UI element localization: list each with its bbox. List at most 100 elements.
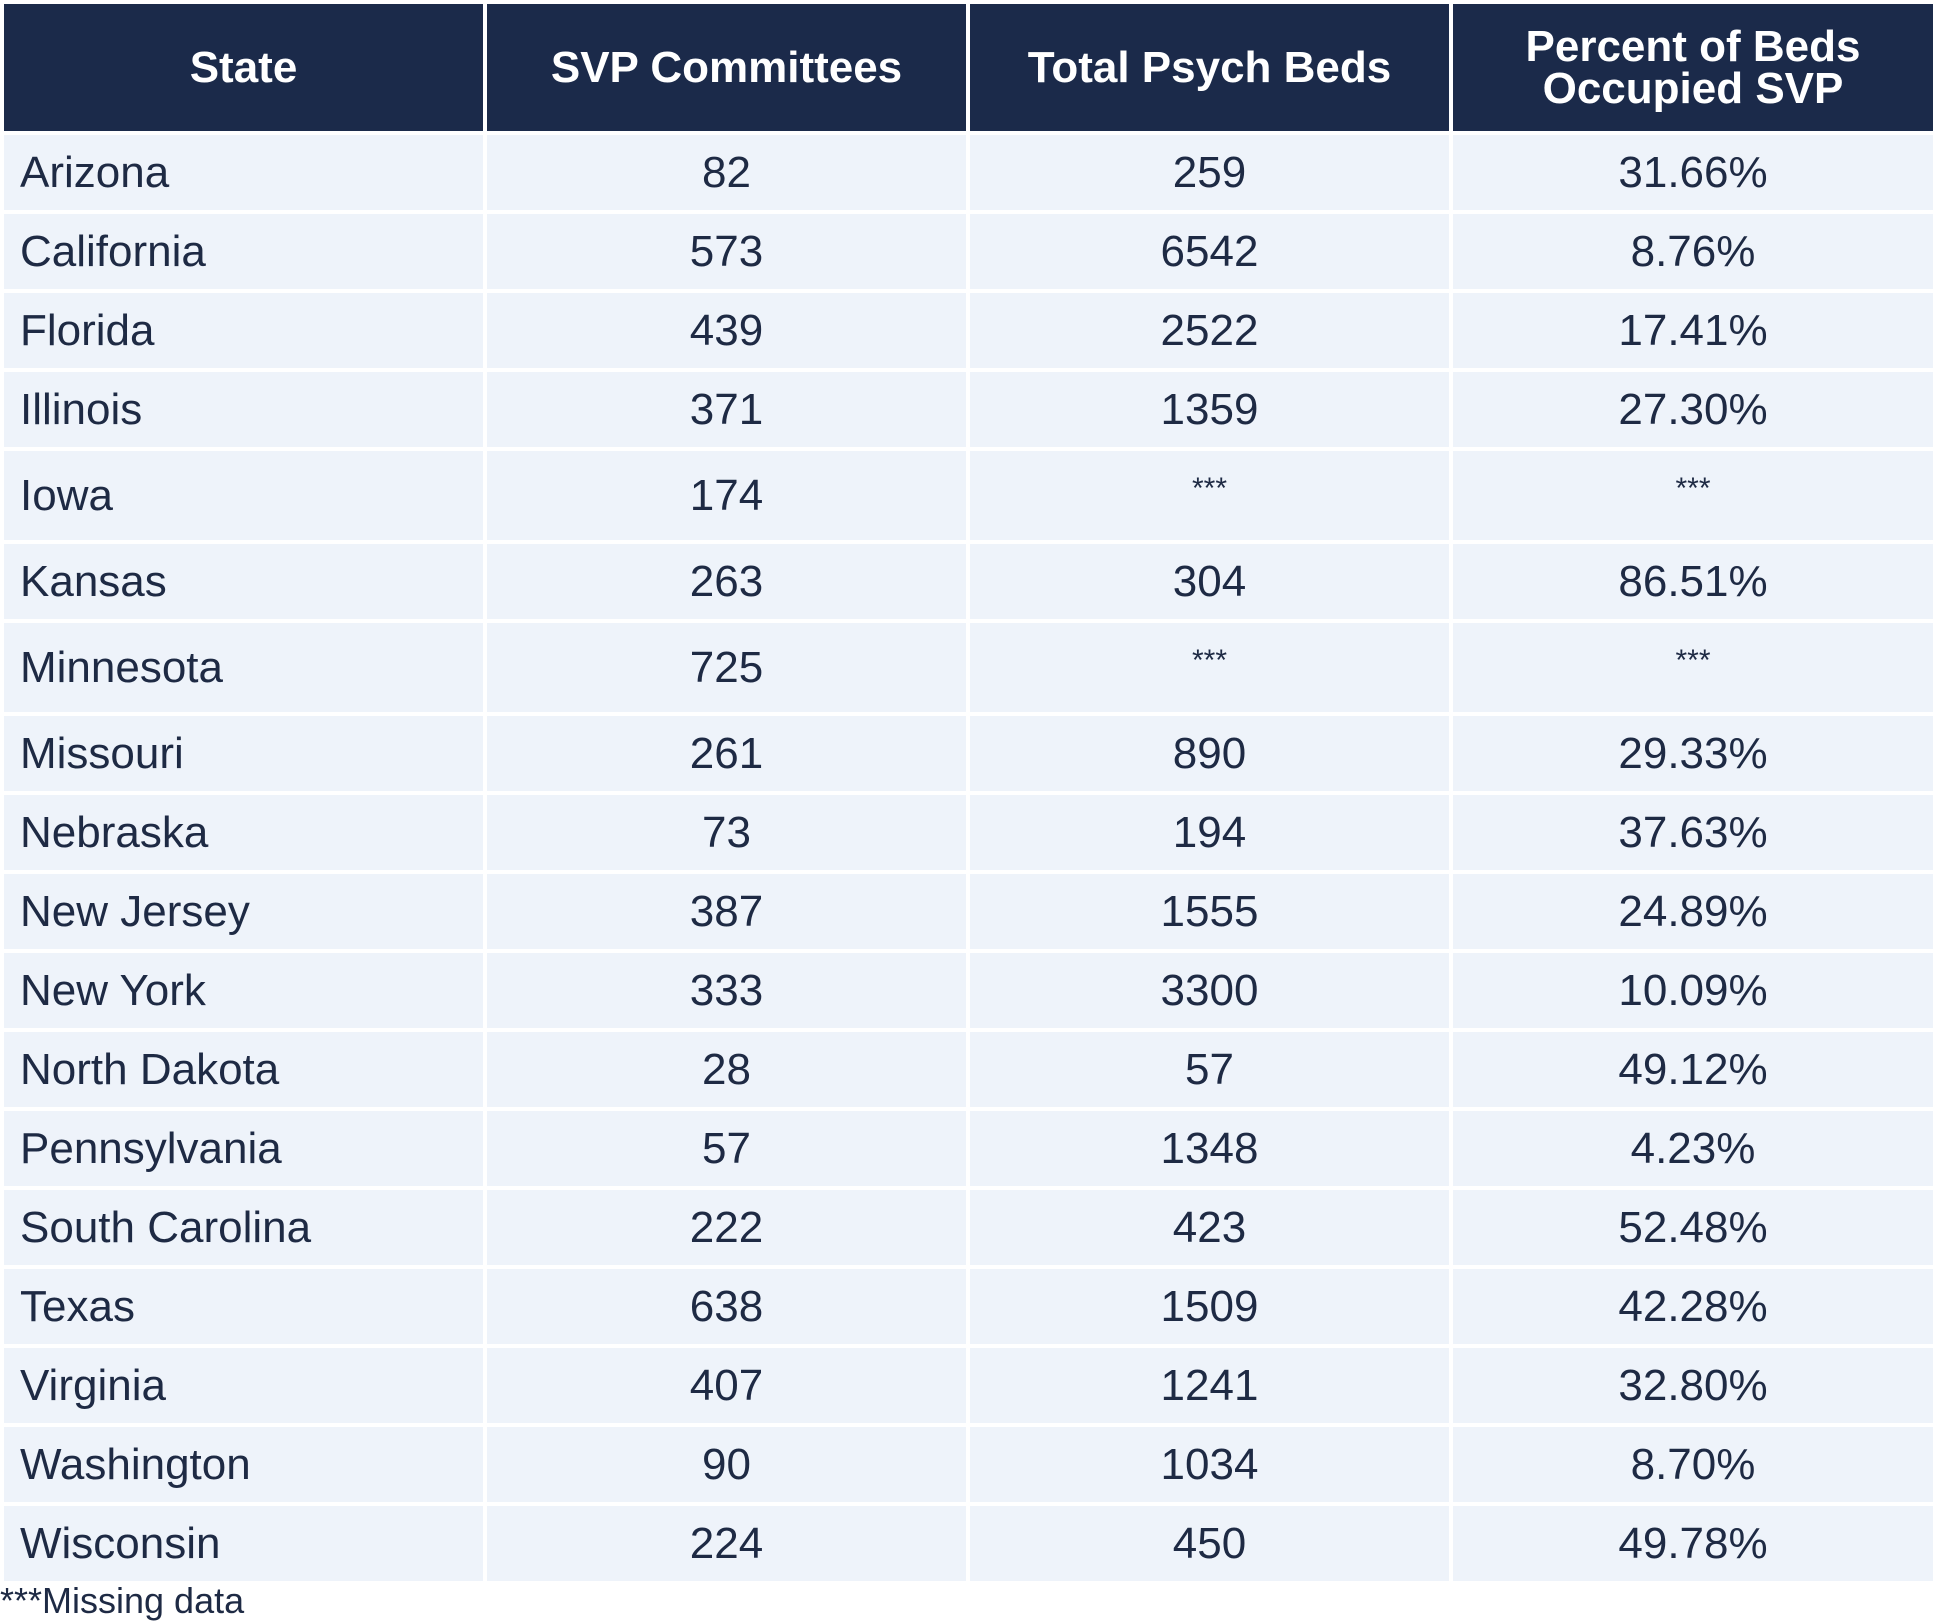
table-row: Kansas 263 304 86.51% — [4, 544, 1933, 619]
cell-state: New Jersey — [4, 874, 483, 949]
cell-svp-committees: 638 — [487, 1269, 966, 1344]
cell-percent-occupied: 37.63% — [1453, 795, 1933, 870]
cell-percent-occupied: 27.30% — [1453, 372, 1933, 447]
cell-svp-committees: 261 — [487, 716, 966, 791]
header-total-psych-beds: Total Psych Beds — [970, 4, 1449, 131]
header-state: State — [4, 4, 483, 131]
table-row: Washington 90 1034 8.70% — [4, 1427, 1933, 1502]
cell-total-psych-beds: 57 — [970, 1032, 1449, 1107]
cell-total-psych-beds: 194 — [970, 795, 1449, 870]
cell-percent-occupied: 49.12% — [1453, 1032, 1933, 1107]
cell-state: Virginia — [4, 1348, 483, 1423]
table-row: California 573 6542 8.76% — [4, 214, 1933, 289]
table-row: Arizona 82 259 31.66% — [4, 135, 1933, 210]
cell-state: Florida — [4, 293, 483, 368]
cell-percent-occupied: 31.66% — [1453, 135, 1933, 210]
cell-percent-occupied: 29.33% — [1453, 716, 1933, 791]
table-row: Texas 638 1509 42.28% — [4, 1269, 1933, 1344]
table-row: Pennsylvania 57 1348 4.23% — [4, 1111, 1933, 1186]
cell-state: North Dakota — [4, 1032, 483, 1107]
table-row: Iowa 174 *** *** — [4, 451, 1933, 540]
table-row: Illinois 371 1359 27.30% — [4, 372, 1933, 447]
cell-total-psych-beds: 1034 — [970, 1427, 1449, 1502]
header-percent-beds-occupied-svp: Percent of Beds Occupied SVP — [1453, 4, 1933, 131]
cell-state: Texas — [4, 1269, 483, 1344]
cell-state: Illinois — [4, 372, 483, 447]
cell-svp-committees: 82 — [487, 135, 966, 210]
table-row: New York 333 3300 10.09% — [4, 953, 1933, 1028]
header-percent-line2: Occupied SVP — [1542, 63, 1844, 113]
cell-total-psych-beds: 3300 — [970, 953, 1449, 1028]
cell-state: Pennsylvania — [4, 1111, 483, 1186]
cell-total-psych-beds: 1241 — [970, 1348, 1449, 1423]
cell-state: Missouri — [4, 716, 483, 791]
cell-total-psych-beds: 423 — [970, 1190, 1449, 1265]
cell-state: South Carolina — [4, 1190, 483, 1265]
cell-state: California — [4, 214, 483, 289]
table-row: Wisconsin 224 450 49.78% — [4, 1506, 1933, 1581]
table-row: North Dakota 28 57 49.12% — [4, 1032, 1933, 1107]
cell-total-psych-beds: 6542 — [970, 214, 1449, 289]
table-header: State SVP Committees Total Psych Beds Pe… — [4, 4, 1933, 131]
cell-total-psych-beds: 1509 — [970, 1269, 1449, 1344]
cell-total-psych-beds: 2522 — [970, 293, 1449, 368]
header-percent-line1: Percent of Beds — [1525, 21, 1861, 71]
cell-svp-committees: 57 — [487, 1111, 966, 1186]
cell-total-psych-beds: 890 — [970, 716, 1449, 791]
cell-state: Kansas — [4, 544, 483, 619]
footnote-missing-data: ***Missing data — [0, 1580, 245, 1621]
cell-percent-occupied: 49.78% — [1453, 1506, 1933, 1581]
cell-total-psych-beds: *** — [970, 623, 1449, 712]
cell-state: Minnesota — [4, 623, 483, 712]
table-row: Florida 439 2522 17.41% — [4, 293, 1933, 368]
cell-svp-committees: 28 — [487, 1032, 966, 1107]
cell-percent-occupied: 8.76% — [1453, 214, 1933, 289]
cell-state: Wisconsin — [4, 1506, 483, 1581]
cell-state: Iowa — [4, 451, 483, 540]
cell-total-psych-beds: 304 — [970, 544, 1449, 619]
data-table-container: State SVP Committees Total Psych Beds Pe… — [4, 4, 1933, 1585]
cell-svp-committees: 224 — [487, 1506, 966, 1581]
header-row: State SVP Committees Total Psych Beds Pe… — [4, 4, 1933, 131]
cell-percent-occupied: 32.80% — [1453, 1348, 1933, 1423]
table-row: Missouri 261 890 29.33% — [4, 716, 1933, 791]
cell-svp-committees: 333 — [487, 953, 966, 1028]
cell-percent-occupied: 17.41% — [1453, 293, 1933, 368]
table-body: Arizona 82 259 31.66% California 573 6542 8.76%… — [4, 135, 1933, 1581]
cell-svp-committees: 222 — [487, 1190, 966, 1265]
cell-percent-occupied: 10.09% — [1453, 953, 1933, 1028]
cell-state: Arizona — [4, 135, 483, 210]
cell-percent-occupied: 86.51% — [1453, 544, 1933, 619]
cell-state: New York — [4, 953, 483, 1028]
cell-total-psych-beds: 259 — [970, 135, 1449, 210]
cell-percent-occupied: 42.28% — [1453, 1269, 1933, 1344]
cell-percent-occupied: 4.23% — [1453, 1111, 1933, 1186]
cell-total-psych-beds: 450 — [970, 1506, 1449, 1581]
cell-percent-occupied: *** — [1453, 623, 1933, 712]
cell-svp-committees: 387 — [487, 874, 966, 949]
cell-state: Nebraska — [4, 795, 483, 870]
cell-total-psych-beds: 1555 — [970, 874, 1449, 949]
table-row: South Carolina 222 423 52.48% — [4, 1190, 1933, 1265]
header-svp-committees: SVP Committees — [487, 4, 966, 131]
cell-state: Washington — [4, 1427, 483, 1502]
cell-total-psych-beds: 1348 — [970, 1111, 1449, 1186]
svp-committees-table: State SVP Committees Total Psych Beds Pe… — [4, 4, 1933, 1581]
cell-percent-occupied: 24.89% — [1453, 874, 1933, 949]
cell-percent-occupied: 52.48% — [1453, 1190, 1933, 1265]
table-row: Nebraska 73 194 37.63% — [4, 795, 1933, 870]
cell-percent-occupied: 8.70% — [1453, 1427, 1933, 1502]
cell-svp-committees: 725 — [487, 623, 966, 712]
table-row: Minnesota 725 *** *** — [4, 623, 1933, 712]
table-row: New Jersey 387 1555 24.89% — [4, 874, 1933, 949]
cell-svp-committees: 371 — [487, 372, 966, 447]
cell-svp-committees: 407 — [487, 1348, 966, 1423]
cell-svp-committees: 263 — [487, 544, 966, 619]
cell-total-psych-beds: *** — [970, 451, 1449, 540]
cell-svp-committees: 573 — [487, 214, 966, 289]
cell-svp-committees: 174 — [487, 451, 966, 540]
cell-svp-committees: 73 — [487, 795, 966, 870]
cell-percent-occupied: *** — [1453, 451, 1933, 540]
cell-svp-committees: 439 — [487, 293, 966, 368]
cell-total-psych-beds: 1359 — [970, 372, 1449, 447]
